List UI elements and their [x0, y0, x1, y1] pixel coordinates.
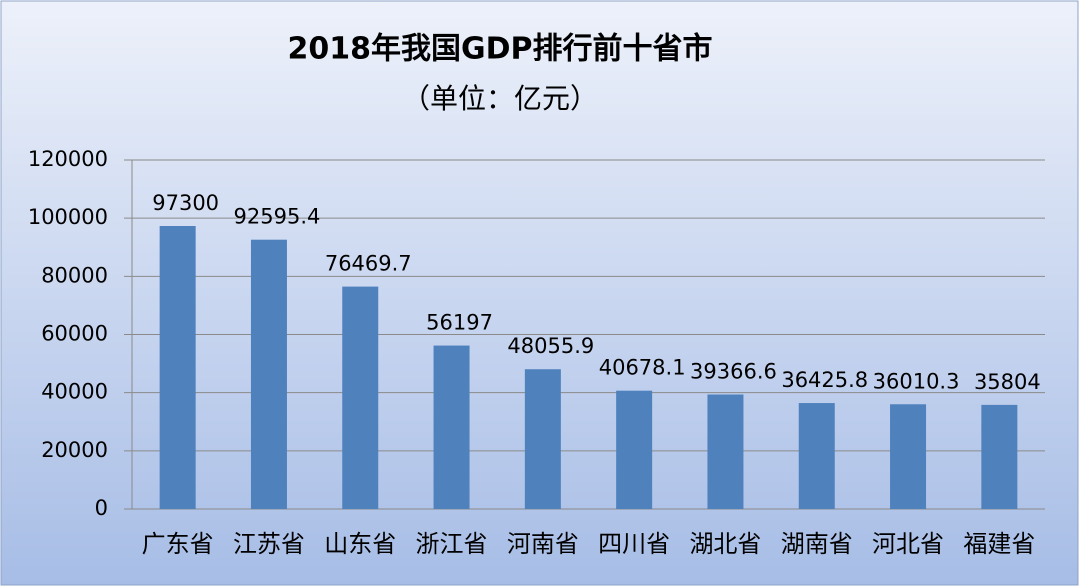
data-label: 35804 [974, 370, 1041, 394]
data-label: 40678.1 [599, 356, 686, 380]
y-tick-label: 100000 [28, 205, 108, 229]
x-tick-label: 山东省 [324, 530, 396, 558]
y-tick-label: 40000 [41, 380, 108, 404]
bar [890, 404, 927, 509]
y-tick-label: 60000 [41, 322, 108, 346]
x-tick-label: 福建省 [963, 530, 1035, 558]
bar [616, 390, 653, 509]
data-label: 76469.7 [325, 252, 412, 276]
bar [707, 394, 744, 509]
chart-subtitle: （单位：亿元） [402, 82, 598, 115]
data-label: 48055.9 [507, 334, 594, 358]
x-tick-label: 湖南省 [781, 530, 853, 558]
bar [250, 239, 287, 509]
x-tick-label: 江苏省 [233, 530, 305, 558]
y-tick-label: 0 [95, 496, 108, 520]
data-label: 97300 [152, 191, 219, 215]
x-tick-label: 河南省 [507, 530, 579, 558]
data-label: 92595.4 [234, 205, 321, 229]
bar [524, 369, 561, 509]
data-label: 56197 [426, 311, 493, 335]
y-tick-label: 80000 [41, 263, 108, 287]
bar [798, 403, 835, 509]
data-label: 36425.8 [781, 368, 868, 392]
data-label: 39366.6 [690, 360, 777, 384]
bar [433, 345, 470, 509]
x-tick-label: 湖北省 [689, 530, 761, 558]
bar [342, 286, 379, 509]
x-tick-label: 河北省 [872, 530, 944, 558]
x-tick-label: 四川省 [598, 530, 670, 558]
chart-title: 2018年我国GDP排行前十省市 [287, 32, 712, 67]
bar [981, 404, 1018, 509]
y-tick-label: 120000 [28, 147, 108, 171]
data-label: 36010.3 [873, 369, 960, 393]
y-tick-label: 20000 [41, 438, 108, 462]
x-tick-label: 浙江省 [416, 530, 488, 558]
x-tick-label: 广东省 [142, 530, 214, 558]
bar [159, 226, 196, 509]
